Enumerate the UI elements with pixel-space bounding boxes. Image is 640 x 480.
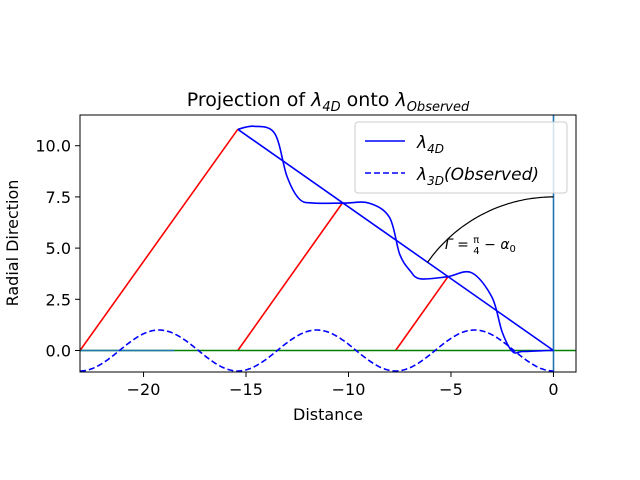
- x-tick-label: −15: [229, 380, 263, 399]
- x-tick-label: −10: [332, 380, 366, 399]
- y-tick-label: 2.5: [46, 290, 71, 309]
- x-axis-label: Distance: [293, 405, 363, 424]
- x-tick-label: −5: [439, 380, 463, 399]
- line-1: [80, 128, 239, 351]
- legend: λ4D λ3D(Observed): [354, 121, 568, 194]
- angle-arc: [427, 196, 554, 263]
- legend-label-lambda-4d: λ4D: [416, 133, 444, 156]
- series-lambda-4d: [237, 125, 554, 354]
- x-tick-label: −20: [127, 380, 161, 399]
- x-tick-label: 0: [548, 380, 558, 399]
- legend-label-lambda-3d: λ3D(Observed): [416, 165, 539, 188]
- line-2: [237, 202, 343, 351]
- y-tick-label: 7.5: [46, 188, 71, 207]
- plot-frame: [79, 114, 577, 373]
- legend-box: [354, 121, 568, 194]
- series-lambda-3d-observed: [80, 329, 554, 372]
- y-tick-label: 0.0: [46, 341, 71, 360]
- y-tick-label: 5.0: [46, 239, 71, 258]
- line-3: [394, 276, 449, 351]
- y-axis-label: Radial Direction: [3, 180, 22, 307]
- chart-title: Projection of λ4D onto λObserved: [187, 89, 470, 115]
- y-tick-label: 10.0: [35, 137, 71, 156]
